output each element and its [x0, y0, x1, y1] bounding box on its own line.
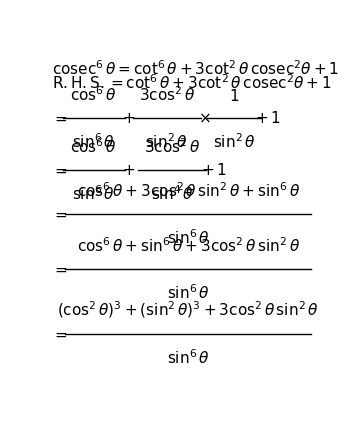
Text: $1$: $1$ [229, 88, 239, 104]
Text: $\sin^2\theta$: $\sin^2\theta$ [145, 133, 188, 151]
Text: $+$: $+$ [122, 111, 135, 126]
Text: $\sin^6\theta$: $\sin^6\theta$ [72, 185, 115, 203]
Text: $+\,1$: $+\,1$ [255, 110, 281, 126]
Text: $\left(\cos^2\theta\right)^3 + \left(\sin^2\theta\right)^3 + 3\cos^2\theta\,\sin: $\left(\cos^2\theta\right)^3 + \left(\si… [58, 299, 319, 320]
Text: $\sin^6\theta$: $\sin^6\theta$ [167, 229, 210, 247]
Text: $\mathrm{R.H.S.} = \cot^6\theta + 3\cot^2\theta\,\mathrm{cosec}^2\theta + 1$: $\mathrm{R.H.S.} = \cot^6\theta + 3\cot^… [52, 74, 332, 92]
Text: $\sin^6\theta$: $\sin^6\theta$ [167, 283, 210, 302]
Text: $=$: $=$ [52, 111, 68, 126]
Text: $\sin^6\theta$: $\sin^6\theta$ [72, 133, 115, 151]
Text: $=$: $=$ [52, 206, 68, 221]
Text: $\cos^6\theta$: $\cos^6\theta$ [70, 137, 117, 156]
Text: $=$: $=$ [52, 326, 68, 341]
Text: $\sin^2\theta$: $\sin^2\theta$ [213, 133, 256, 151]
Text: $+\,1$: $+\,1$ [201, 163, 227, 179]
Text: $\sin^6\theta$: $\sin^6\theta$ [167, 348, 210, 367]
Text: $\mathrm{cosec}^6\,\theta = \cot^6\theta + 3\cot^2\theta\,\mathrm{cosec}^2\theta: $\mathrm{cosec}^6\,\theta = \cot^6\theta… [52, 59, 339, 78]
Text: $\cos^6\theta$: $\cos^6\theta$ [70, 85, 117, 104]
Text: $\times$: $\times$ [198, 111, 211, 126]
Text: $\cos^6\theta + \sin^6\theta + 3\cos^2\theta\,\sin^2\theta$: $\cos^6\theta + \sin^6\theta + 3\cos^2\t… [77, 236, 300, 255]
Text: $\sin^4\theta$: $\sin^4\theta$ [151, 185, 193, 203]
Text: $3\cos^2\theta$: $3\cos^2\theta$ [144, 137, 200, 156]
Text: $=$: $=$ [52, 163, 68, 178]
Text: $+$: $+$ [122, 163, 135, 178]
Text: $=$: $=$ [52, 262, 68, 277]
Text: $3\cos^2\theta$: $3\cos^2\theta$ [139, 85, 195, 104]
Text: $\cos^6\theta + 3\cos^2\theta\,\sin^2\theta + \sin^6\theta$: $\cos^6\theta + 3\cos^2\theta\,\sin^2\th… [77, 181, 300, 200]
